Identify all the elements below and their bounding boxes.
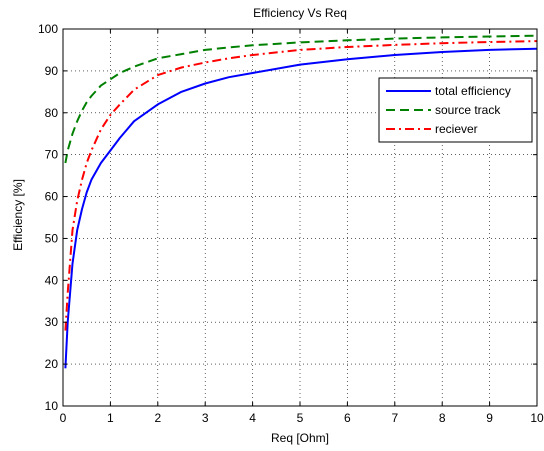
x-tick-label: 5 — [297, 411, 304, 425]
y-tick-label: 50 — [45, 231, 59, 245]
y-tick-label: 40 — [45, 273, 59, 287]
legend-label-3: reciever — [435, 122, 478, 136]
y-tick-label: 10 — [45, 399, 59, 413]
y-tick-label: 70 — [45, 148, 59, 162]
x-tick-label: 4 — [249, 411, 256, 425]
x-tick-label: 2 — [154, 411, 161, 425]
y-tick-label: 60 — [45, 190, 59, 204]
x-tick-label: 9 — [486, 411, 493, 425]
y-tick-label: 20 — [45, 357, 59, 371]
x-tick-label: 10 — [530, 411, 544, 425]
y-tick-label: 80 — [45, 106, 59, 120]
axis-ticks: 0 1 2 3 4 5 6 7 8 9 10 10 20 30 40 50 60 70 80 90 100 — [38, 22, 544, 425]
x-tick-label: 6 — [344, 411, 351, 425]
legend-label-1: total efficiency — [435, 84, 511, 98]
grid-lines — [63, 29, 537, 406]
x-tick-label: 8 — [439, 411, 446, 425]
series-line-3 — [64, 40, 538, 331]
x-tick-label: 1 — [107, 411, 114, 425]
x-tick-label: 0 — [60, 411, 67, 425]
x-axis-label: Req [Ohm] — [271, 431, 329, 445]
x-tick-label: 7 — [391, 411, 398, 425]
legend-label-2: source track — [435, 103, 501, 117]
legend: total efficiency source track reciever — [378, 77, 533, 143]
chart-title: Efficiency Vs Req — [253, 6, 347, 20]
y-tick-label: 30 — [45, 315, 59, 329]
x-tick-label: 3 — [202, 411, 209, 425]
y-axis-label: Efficiency [%] — [11, 179, 25, 251]
y-tick-label: 90 — [45, 64, 59, 78]
series-line-1 — [64, 47, 538, 369]
series-line-2 — [64, 34, 538, 164]
y-tick-label: 100 — [38, 22, 58, 36]
series-lines — [64, 34, 538, 369]
